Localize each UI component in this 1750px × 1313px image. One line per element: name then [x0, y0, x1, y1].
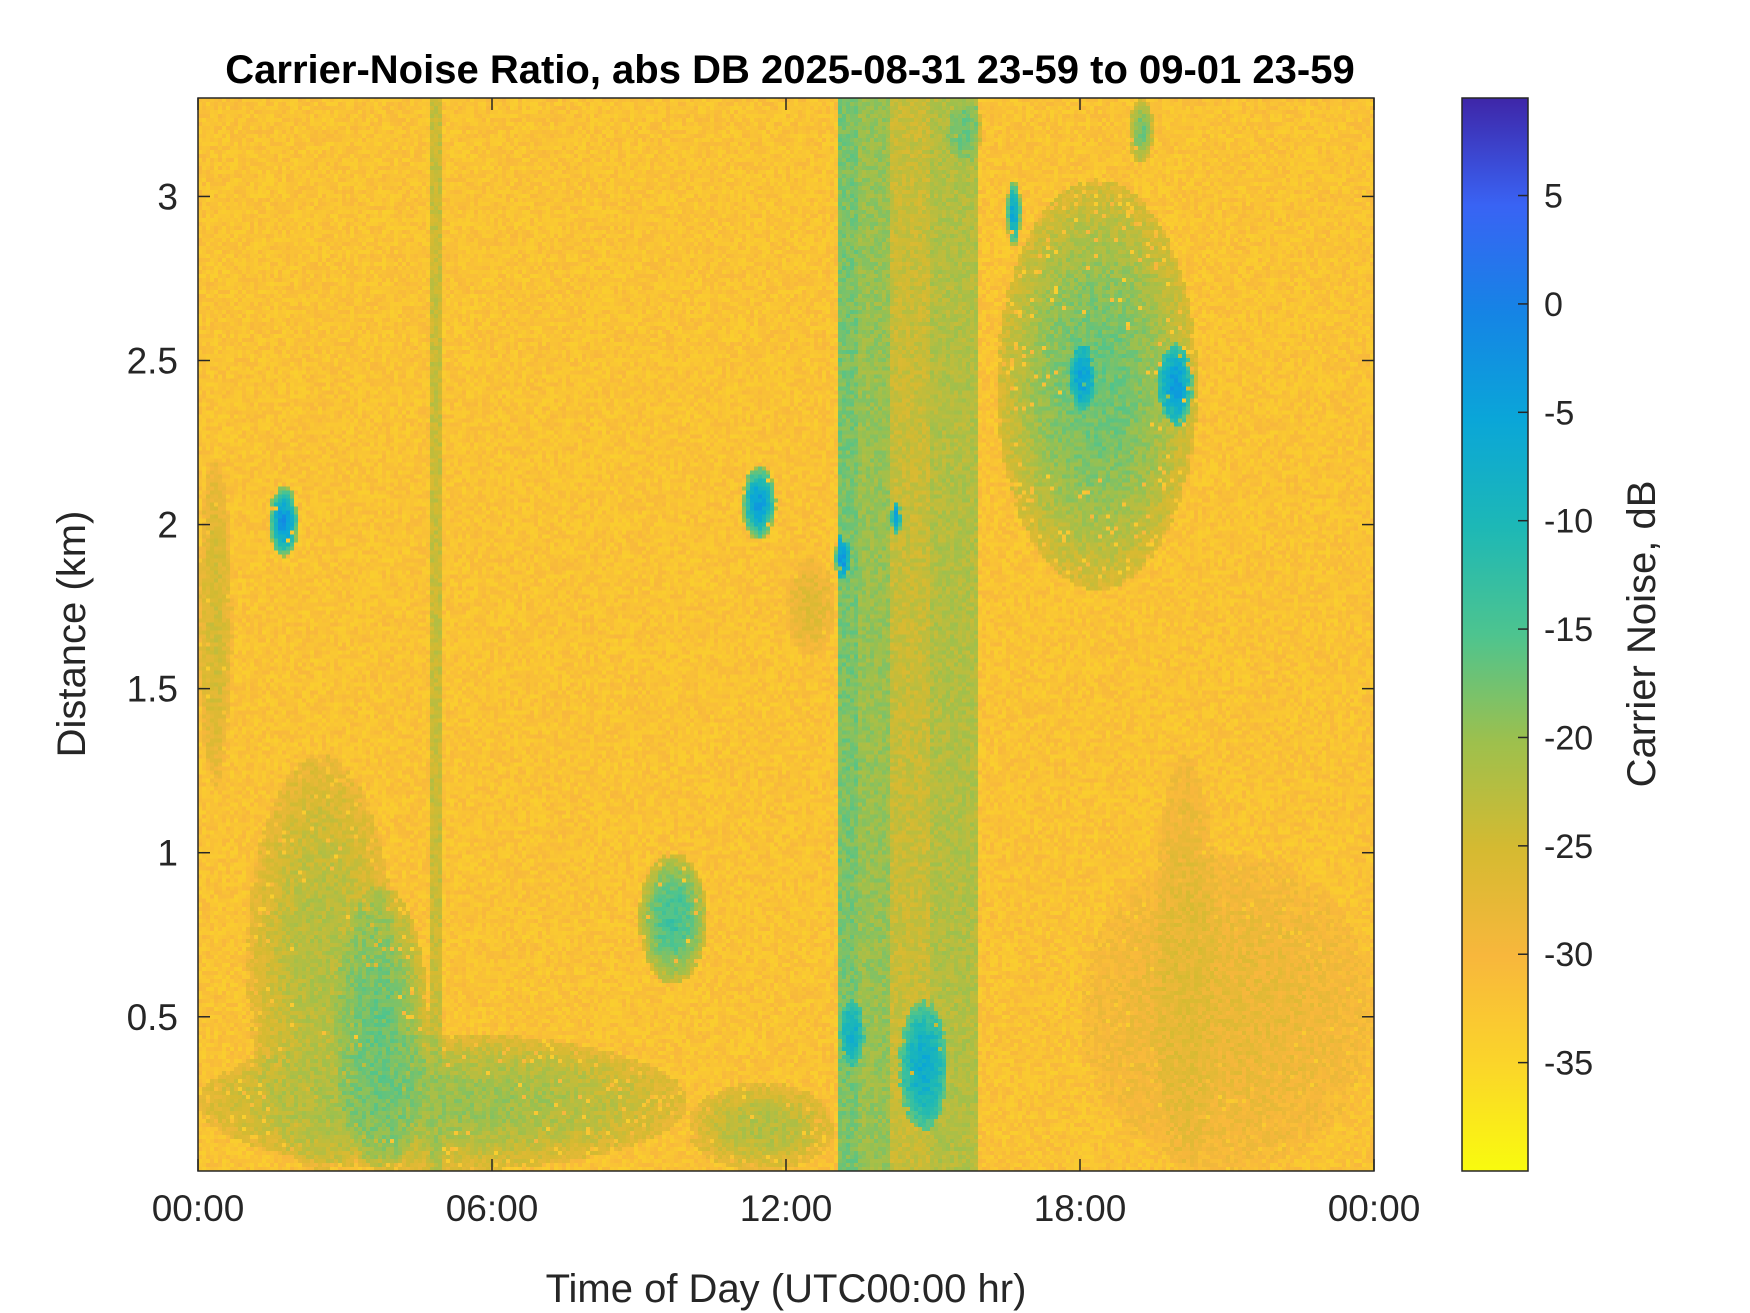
colorbar: 5 0 -5 -10 -15 -20 -25 -30 -35 Carrier Noise, dB	[1461, 97, 1664, 1172]
y-axis-label: Distance (km)	[50, 511, 94, 758]
colorbar-tick-label: -20	[1544, 719, 1593, 757]
x-axis-label: Time of Day (UTC00:00 hr)	[546, 1267, 1027, 1311]
chart-title: Carrier-Noise Ratio, abs DB 2025-08-31 2…	[225, 48, 1354, 92]
x-tick-label: 18:00	[1034, 1188, 1127, 1229]
heatmap-image	[198, 98, 1374, 1171]
y-tick-label: 2.5	[127, 341, 178, 382]
colorbar-tick-label: -35	[1544, 1045, 1593, 1083]
colorbar-tick-label: 0	[1544, 286, 1563, 324]
y-axis-ticks: 0.5 1 1.5 2 2.5 3	[127, 176, 1374, 1038]
colorbar-tick-label: 5	[1544, 178, 1563, 216]
colorbar-tick-label: -25	[1544, 828, 1593, 866]
x-tick-label: 06:00	[446, 1188, 539, 1229]
colorbar-tick-label: -30	[1544, 936, 1593, 974]
x-tick-label: 12:00	[740, 1188, 833, 1229]
x-tick-label: 00:00	[152, 1188, 245, 1229]
x-axis-ticks: 00:00 06:00 12:00 18:00 00:00	[152, 98, 1421, 1229]
colorbar-gradient	[1461, 97, 1529, 1172]
colorbar-tick-label: -5	[1544, 394, 1574, 432]
colorbar-tick-label: -15	[1544, 611, 1593, 649]
y-tick-label: 3	[157, 176, 178, 217]
colorbar-ticks: 5 0 -5 -10 -15 -20 -25 -30 -35	[1518, 178, 1593, 1083]
y-tick-label: 1	[157, 833, 178, 874]
colorbar-label: Carrier Noise, dB	[1620, 481, 1664, 788]
x-tick-label: 00:00	[1328, 1188, 1421, 1229]
plot-area: 00:00 06:00 12:00 18:00 00:00 0.5 1 1.5 2 2.5 3	[127, 97, 1421, 1229]
y-tick-label: 0.5	[127, 997, 178, 1038]
y-tick-label: 2	[157, 505, 178, 546]
colorbar-tick-label: -10	[1544, 503, 1593, 541]
y-tick-label: 1.5	[127, 669, 178, 710]
